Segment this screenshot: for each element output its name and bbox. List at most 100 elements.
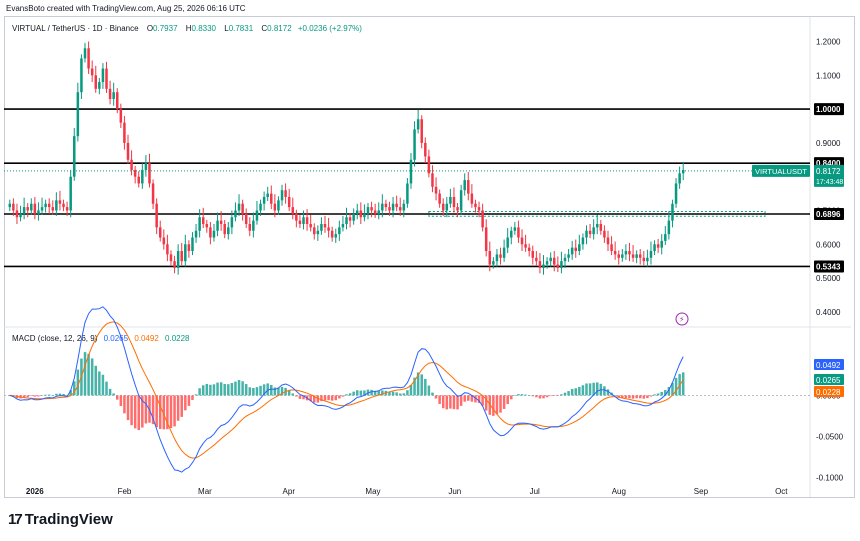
countdown: 17:43:48 <box>816 179 843 186</box>
candle-body <box>667 220 671 235</box>
candle-body <box>148 163 151 184</box>
candle-body <box>73 136 76 177</box>
candle-body <box>384 203 388 208</box>
macd-hist-bar <box>155 395 158 428</box>
candle-body <box>452 196 456 208</box>
macd-value: 0.0265 <box>103 334 129 343</box>
candle-body <box>535 257 538 262</box>
macd-hist-bar <box>574 388 578 396</box>
hist-badge-bg <box>814 386 844 397</box>
price-tick-label: 0.5000 <box>816 274 841 283</box>
time-tick-label: Sep <box>694 487 709 496</box>
candle-body <box>398 207 402 211</box>
credit-line: EvansBoto created with TradingView.com, … <box>6 4 246 13</box>
macd-hist-bar <box>567 391 570 396</box>
candle-body <box>366 207 370 214</box>
candle-body <box>12 203 15 211</box>
candle-body <box>481 210 484 228</box>
candle-body <box>112 92 115 99</box>
time-tick-label: Jul <box>530 487 540 496</box>
macd-hist-bar <box>230 383 234 396</box>
candle-body <box>184 244 187 262</box>
candle-body <box>133 169 137 177</box>
symbol-label[interactable]: VIRTUAL / TetherUS · 1D · Binance <box>12 24 139 33</box>
candle-body <box>341 224 345 228</box>
level-label: 0.6896 <box>816 210 841 219</box>
candle-body <box>69 176 72 211</box>
macd-hist-bar <box>477 395 481 404</box>
macd-hist-bar <box>531 395 535 397</box>
macd-hist-bar <box>638 395 642 399</box>
macd-hist-bar <box>538 395 542 399</box>
candle-body <box>427 156 431 174</box>
macd-hist-bar <box>44 394 47 396</box>
candle-body <box>334 234 338 238</box>
macd-hist-bar <box>563 392 567 396</box>
candle-body <box>8 203 12 208</box>
candle-body <box>545 261 549 265</box>
candle-body <box>599 224 603 231</box>
macd-hist-bar <box>398 393 402 396</box>
macd-hist-bar <box>542 395 545 399</box>
candle-body <box>420 119 423 143</box>
level-label-bg <box>814 103 844 116</box>
candle-body <box>495 254 499 262</box>
macd-hist-bar <box>441 395 445 409</box>
candle-body <box>76 92 80 137</box>
macd-hist-bar <box>642 395 646 399</box>
macd-tick-label: -0.1000 <box>816 473 844 482</box>
macd-hist-bar <box>664 390 667 396</box>
macd-hist-bar <box>51 395 55 396</box>
candle-body <box>212 230 216 238</box>
candle-body <box>219 220 223 224</box>
macd-hist-bar <box>520 394 524 396</box>
macd-hist-bar <box>395 392 398 396</box>
macd-hist-bar <box>581 385 585 396</box>
candle-body <box>646 257 649 262</box>
macd-hist-bar <box>58 393 62 396</box>
candle-body <box>244 213 248 224</box>
macd-hist-bar <box>237 380 241 396</box>
macd-hist-bar <box>273 387 277 396</box>
candle-body <box>638 254 642 258</box>
candle-body <box>671 203 674 221</box>
lightning-icon <box>675 312 689 326</box>
macd-hist-bar <box>259 385 262 396</box>
candle-body <box>80 58 83 93</box>
macd-hist-bar <box>277 387 280 396</box>
macd-line <box>9 306 684 473</box>
macd-hist-bar <box>123 395 126 414</box>
macd-hist-bar <box>681 372 685 396</box>
macd-hist-bar <box>348 393 352 396</box>
candle-body <box>126 142 130 160</box>
candle-body <box>621 254 624 258</box>
macd-hist-bar <box>470 395 474 402</box>
macd-indicator-name[interactable]: MACD (close, 12, 26, 9) <box>12 334 98 343</box>
macd-hist-bar <box>474 395 477 403</box>
candle-body <box>370 207 373 211</box>
candle-body <box>323 224 327 228</box>
candle-body <box>563 257 567 262</box>
candle-body <box>348 217 352 221</box>
macd-hist-bar <box>570 388 574 396</box>
macd-hist-bar <box>248 387 252 396</box>
candle-body <box>413 129 416 160</box>
macd-hist-bar <box>166 395 169 430</box>
macd-hist-bar <box>671 382 674 396</box>
candle-body <box>173 261 176 268</box>
macd-hist-bar <box>667 386 671 396</box>
candle-body <box>588 230 592 235</box>
macd-hist-bar <box>108 388 112 396</box>
candle-body <box>320 224 323 231</box>
macd-hist-bar <box>359 390 363 396</box>
candle-body <box>305 217 309 224</box>
candle-body <box>295 213 298 221</box>
signal-badge-bg <box>814 359 844 370</box>
candle-body <box>406 183 409 204</box>
macd-hist-bar <box>334 395 338 401</box>
macd-hist-bar <box>105 381 108 396</box>
macd-hist-bar <box>409 384 413 396</box>
macd-hist-bar <box>69 390 72 396</box>
candle-body <box>277 200 280 211</box>
